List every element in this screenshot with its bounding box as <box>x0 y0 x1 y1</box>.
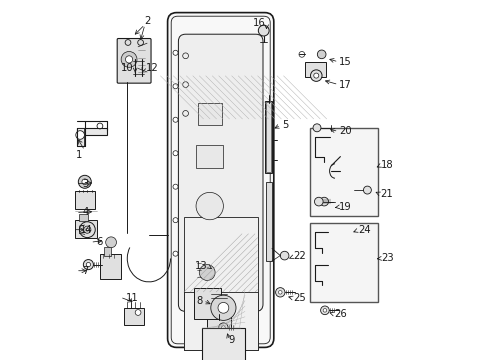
Circle shape <box>199 265 215 280</box>
Circle shape <box>320 197 328 206</box>
FancyBboxPatch shape <box>168 13 274 347</box>
Text: 1: 1 <box>75 150 82 160</box>
Bar <box>75 191 95 209</box>
Bar <box>104 247 111 256</box>
Circle shape <box>323 309 327 312</box>
Circle shape <box>299 51 305 57</box>
Circle shape <box>173 151 178 156</box>
Bar <box>196 145 223 168</box>
Circle shape <box>173 184 178 189</box>
Circle shape <box>173 218 178 223</box>
Bar <box>266 182 271 261</box>
Circle shape <box>318 50 326 59</box>
Bar <box>76 128 84 146</box>
Text: 4: 4 <box>82 207 89 217</box>
Circle shape <box>125 56 133 63</box>
Circle shape <box>83 260 94 270</box>
Bar <box>184 292 258 350</box>
Text: 19: 19 <box>339 202 352 212</box>
Text: 10: 10 <box>121 63 133 73</box>
Bar <box>202 328 245 360</box>
Text: 21: 21 <box>380 189 393 199</box>
Circle shape <box>320 306 329 315</box>
Circle shape <box>86 262 91 267</box>
Circle shape <box>275 288 285 297</box>
Circle shape <box>196 192 223 220</box>
Bar <box>100 254 121 279</box>
Text: 6: 6 <box>97 237 103 247</box>
Text: 7: 7 <box>82 266 89 276</box>
Circle shape <box>79 222 95 238</box>
Bar <box>265 101 271 173</box>
Bar <box>194 288 221 319</box>
Circle shape <box>280 251 289 260</box>
Text: 9: 9 <box>229 335 235 345</box>
Circle shape <box>278 291 282 294</box>
Text: 16: 16 <box>253 18 266 28</box>
Text: 22: 22 <box>294 251 306 261</box>
Text: 8: 8 <box>196 296 202 306</box>
Bar <box>75 220 97 238</box>
Circle shape <box>258 25 269 36</box>
Bar <box>207 313 231 337</box>
Circle shape <box>313 124 321 132</box>
Text: 5: 5 <box>282 120 288 130</box>
Text: 24: 24 <box>358 225 371 235</box>
Circle shape <box>82 179 88 185</box>
Text: 26: 26 <box>334 309 347 319</box>
Circle shape <box>173 251 178 256</box>
Circle shape <box>364 186 371 194</box>
Circle shape <box>218 302 229 313</box>
Bar <box>76 128 107 135</box>
Text: 3: 3 <box>82 179 89 189</box>
Text: 2: 2 <box>144 16 150 26</box>
Circle shape <box>221 326 225 329</box>
Circle shape <box>211 295 236 320</box>
Text: 25: 25 <box>294 293 306 303</box>
Circle shape <box>106 237 117 248</box>
Text: 13: 13 <box>195 261 207 271</box>
Text: 15: 15 <box>339 57 352 67</box>
Text: 18: 18 <box>381 160 393 170</box>
Circle shape <box>76 131 84 139</box>
Circle shape <box>314 73 319 78</box>
Text: 14: 14 <box>79 225 92 235</box>
Bar <box>198 103 221 125</box>
Text: 17: 17 <box>339 80 352 90</box>
Circle shape <box>212 297 225 310</box>
Circle shape <box>315 197 323 206</box>
Circle shape <box>135 310 141 315</box>
Bar <box>79 214 88 221</box>
Circle shape <box>173 117 178 122</box>
Bar <box>310 128 378 216</box>
Circle shape <box>311 70 322 81</box>
Text: 11: 11 <box>126 293 139 303</box>
Bar <box>310 223 378 302</box>
Text: 20: 20 <box>339 126 352 136</box>
FancyBboxPatch shape <box>178 34 263 311</box>
Bar <box>266 102 270 172</box>
Circle shape <box>97 123 103 129</box>
Bar <box>124 308 144 325</box>
Circle shape <box>219 323 228 332</box>
FancyBboxPatch shape <box>117 39 151 83</box>
Text: 12: 12 <box>146 63 159 73</box>
Circle shape <box>121 51 137 67</box>
Circle shape <box>125 40 131 45</box>
Circle shape <box>173 50 178 55</box>
Circle shape <box>86 228 89 231</box>
Text: 23: 23 <box>381 253 393 264</box>
Circle shape <box>84 226 91 233</box>
Bar <box>305 62 326 77</box>
Circle shape <box>78 175 91 188</box>
Circle shape <box>138 40 144 45</box>
Bar <box>184 217 258 350</box>
Circle shape <box>173 84 178 89</box>
